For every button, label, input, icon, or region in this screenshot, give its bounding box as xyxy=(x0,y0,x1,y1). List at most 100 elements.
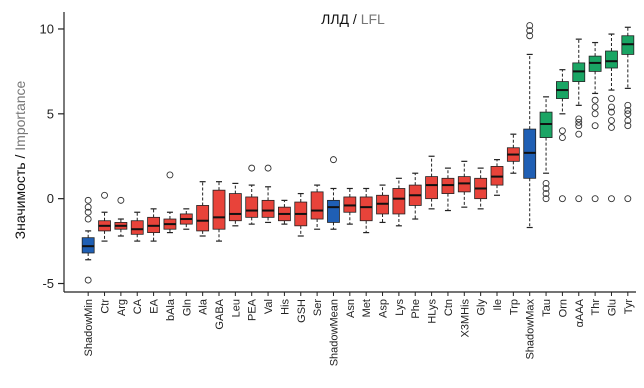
x-tick-label: Arg xyxy=(116,299,128,316)
outlier-point xyxy=(624,195,632,203)
x-axis: ShadowMin Ctr Arg CA EA bAla Gln Ala GABA Leu PEA V… xyxy=(64,291,636,366)
chart-title: ЛЛД / LFL xyxy=(321,11,385,27)
ylabel-alt: Importance xyxy=(12,80,28,150)
x-tick-label: CA xyxy=(132,298,144,314)
outlier-point xyxy=(591,122,599,130)
y-tick-label: -5 xyxy=(42,276,54,291)
box-Ile xyxy=(490,159,504,196)
box-iqr xyxy=(212,189,226,230)
box-ShadowMin xyxy=(81,196,95,284)
box-iqr xyxy=(425,176,438,200)
box-Asn xyxy=(343,187,357,225)
x-tick-label: Orn xyxy=(557,299,569,317)
box-iqr xyxy=(228,193,242,222)
x-tick-label: Glu xyxy=(606,299,618,316)
x-tick-label: Thr xyxy=(590,299,602,316)
outlier-point xyxy=(591,110,599,118)
box-iqr xyxy=(327,199,340,223)
box-iqr xyxy=(196,205,210,232)
y-axis-label: Значимость / Importance xyxy=(12,80,28,239)
box-Orn xyxy=(556,69,569,203)
box-iqr xyxy=(392,188,406,215)
outlier-point xyxy=(84,208,92,216)
outlier-point xyxy=(624,117,632,125)
box-bAla xyxy=(163,171,177,234)
title-main: ЛЛД xyxy=(321,11,349,27)
x-tick-label: Ctr xyxy=(100,299,112,314)
box-iqr xyxy=(605,50,618,69)
x-tick-label: His xyxy=(279,299,291,315)
box-Gln xyxy=(179,208,193,230)
x-tick-label: GSH xyxy=(296,299,308,323)
x-tick-label: Ala xyxy=(198,298,210,315)
outlier-point xyxy=(575,118,583,126)
x-tick-label: Trp xyxy=(508,299,520,315)
outlier-point xyxy=(591,195,599,203)
box-Ctr xyxy=(98,191,111,242)
x-tick-label: X3MHis xyxy=(459,299,471,338)
box-Ala xyxy=(196,181,210,237)
outlier-point xyxy=(608,95,615,102)
box-Ctn xyxy=(441,167,455,212)
box-Tau xyxy=(539,96,553,203)
y-tick-label: 5 xyxy=(47,106,54,121)
outlier-point xyxy=(84,276,92,284)
y-tick-label: 10 xyxy=(40,21,54,36)
y-axis: -5 0 5 10 xyxy=(40,12,65,292)
outlier-point xyxy=(558,134,566,142)
x-tick-label: Val xyxy=(263,299,275,314)
outlier-point xyxy=(526,32,534,40)
box-Lys xyxy=(392,177,406,227)
outlier-point xyxy=(591,103,599,111)
outlier-point xyxy=(542,195,550,203)
outlier-point xyxy=(166,171,174,179)
x-tick-label: Ser xyxy=(312,299,324,316)
box-Leu xyxy=(228,182,242,227)
box-iqr xyxy=(130,220,144,235)
box-Ser xyxy=(310,184,324,230)
y-tick-label: 0 xyxy=(47,191,54,206)
outlier-point xyxy=(624,122,632,130)
x-tick-label: ShadowMean xyxy=(328,299,340,366)
x-tick-label: Asp xyxy=(378,299,390,318)
box-ShadowMax xyxy=(523,22,537,229)
outlier-point xyxy=(624,101,632,109)
box-Tyr xyxy=(621,26,635,203)
outlier-point xyxy=(84,215,92,223)
outlier-point xyxy=(526,22,534,30)
x-tick-label: Asn xyxy=(345,299,357,318)
outlier-point xyxy=(558,127,566,135)
box-His xyxy=(278,199,291,225)
x-tick-label: EA xyxy=(149,298,161,313)
box-HLys xyxy=(425,155,438,210)
outlier-point xyxy=(542,179,550,187)
outlier-point xyxy=(591,96,599,104)
box-CA xyxy=(130,211,144,242)
x-tick-label: ShadowMin xyxy=(83,299,95,356)
outlier-point xyxy=(608,195,615,203)
box-αAAA xyxy=(572,38,586,203)
outlier-point xyxy=(575,122,583,130)
box-iqr xyxy=(310,191,324,220)
box-iqr xyxy=(245,196,259,218)
outlier-point xyxy=(526,27,534,35)
x-tick-label: bAla xyxy=(165,298,177,321)
box-GSH xyxy=(294,192,308,237)
x-tick-label: Tau xyxy=(541,299,553,317)
outlier-point xyxy=(101,191,108,199)
box-PEA xyxy=(245,164,259,225)
box-Val xyxy=(261,164,275,224)
box-ShadowMean xyxy=(327,156,340,230)
x-tick-label: Met xyxy=(361,299,373,317)
outlier-point xyxy=(542,185,550,192)
outlier-point xyxy=(608,108,615,116)
x-tick-label: Phe xyxy=(410,299,422,319)
box-Gly xyxy=(474,167,488,210)
box-Met xyxy=(359,187,373,234)
x-tick-label: Gly xyxy=(476,299,488,316)
outlier-point xyxy=(624,110,632,118)
box-GABA xyxy=(212,181,226,242)
outlier-point xyxy=(84,196,92,204)
outlier-point xyxy=(608,123,615,131)
